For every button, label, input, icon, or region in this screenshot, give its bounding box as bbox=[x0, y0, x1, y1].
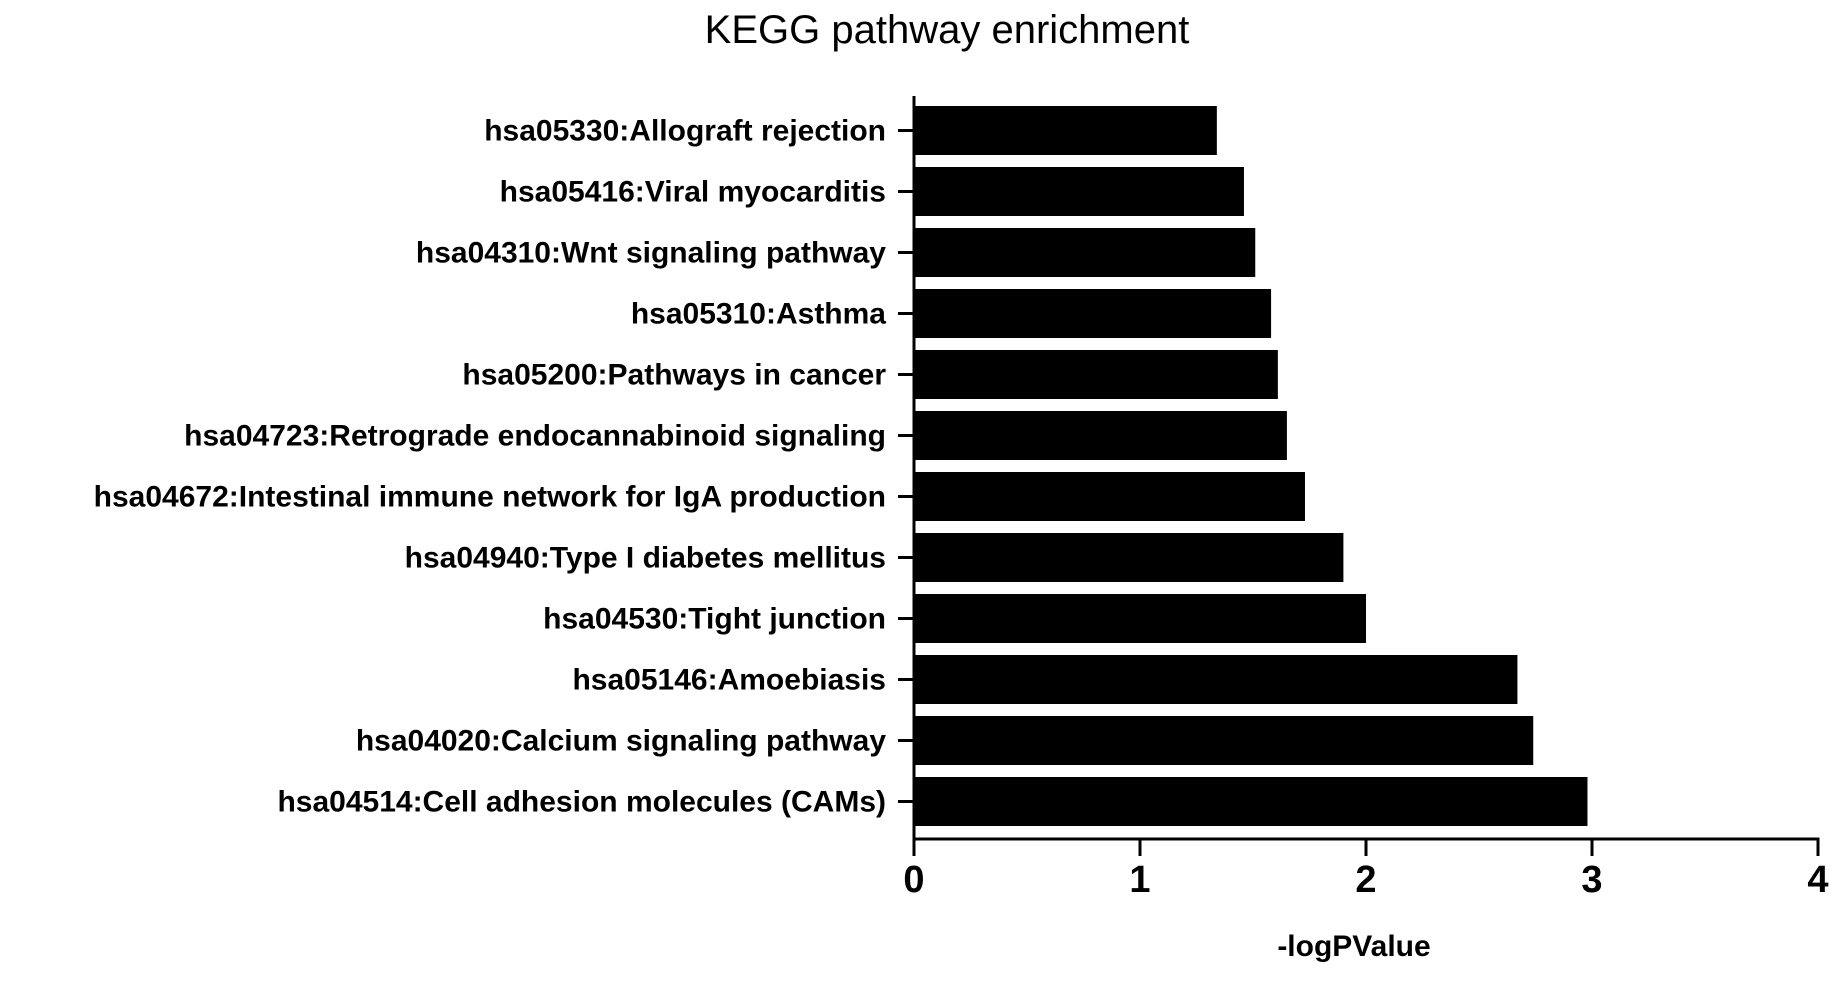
bar-7 bbox=[914, 472, 1305, 521]
category-label: hsa05200:Pathways in cancer bbox=[462, 359, 886, 392]
bar-6 bbox=[914, 411, 1287, 460]
bar-5 bbox=[914, 350, 1278, 399]
x-tick-label: 1 bbox=[1129, 859, 1150, 901]
x-tick-label: 0 bbox=[903, 859, 924, 901]
category-label: hsa04940:Type I diabetes mellitus bbox=[405, 542, 886, 575]
chart-title: KEGG pathway enrichment bbox=[705, 8, 1190, 52]
category-label: hsa04530:Tight junction bbox=[543, 603, 886, 636]
x-tick-label: 3 bbox=[1581, 859, 1602, 901]
bar-3 bbox=[914, 228, 1256, 277]
bar-4 bbox=[914, 289, 1272, 338]
bar-1 bbox=[914, 106, 1217, 155]
bar-2 bbox=[914, 167, 1244, 216]
bar-8 bbox=[914, 533, 1344, 582]
category-label: hsa04020:Calcium signaling pathway bbox=[356, 725, 887, 758]
bar-9 bbox=[914, 594, 1366, 643]
x-tick-label: 2 bbox=[1355, 859, 1376, 901]
category-label: hsa05146:Amoebiasis bbox=[572, 664, 886, 697]
bar-12 bbox=[914, 777, 1588, 826]
y-axis: hsa05330:Allograft rejection hsa05416:Vir… bbox=[94, 96, 916, 839]
category-label: hsa04310:Wnt signaling pathway bbox=[416, 237, 886, 270]
category-label: hsa05330:Allograft rejection bbox=[484, 115, 886, 148]
category-label: hsa04514:Cell adhesion molecules (CAMs) bbox=[277, 786, 886, 819]
bars-layer bbox=[914, 106, 1588, 826]
category-label: hsa05416:Viral myocarditis bbox=[500, 176, 886, 209]
x-tick-label: 4 bbox=[1807, 859, 1828, 901]
category-label: hsa04672:Intestinal immune network for I… bbox=[94, 481, 886, 514]
category-label: hsa05310:Asthma bbox=[631, 298, 886, 331]
category-label: hsa04723:Retrograde endocannabinoid sign… bbox=[184, 420, 886, 453]
bar-10 bbox=[914, 655, 1518, 704]
x-axis: 0 1 2 3 4 bbox=[903, 837, 1829, 901]
x-axis-label: -logPValue bbox=[1277, 930, 1430, 963]
bar-11 bbox=[914, 716, 1534, 765]
